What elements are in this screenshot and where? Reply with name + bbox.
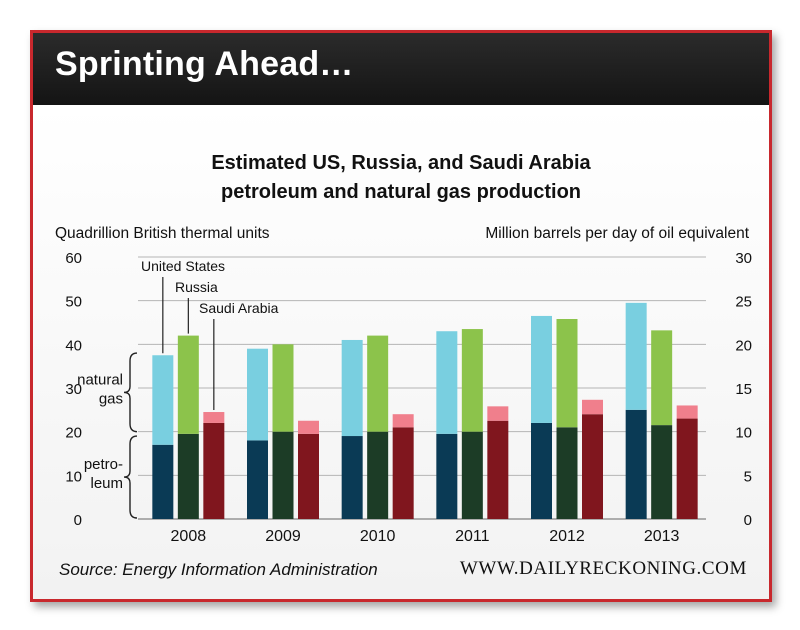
petroleum-annotation: leum	[90, 475, 123, 492]
left-tick-label: 30	[65, 381, 82, 398]
petroleum-bar	[625, 409, 647, 519]
petroleum-bar	[367, 431, 389, 519]
natural-gas-bar	[676, 405, 698, 419]
natural-gas-bar	[436, 331, 458, 434]
right-tick-label: 30	[735, 250, 752, 267]
x-tick-label: 2011	[455, 528, 490, 545]
production-chart: Estimated US, Russia, and Saudi Arabia pe…	[55, 152, 752, 545]
natural-gas-bar	[582, 399, 603, 415]
petroleum-bar	[531, 422, 552, 519]
chart-title-line: Estimated US, Russia, and Saudi Arabia	[211, 152, 591, 174]
natural-gas-annotation: gas	[99, 390, 123, 407]
left-tick-label: 40	[65, 337, 82, 354]
petroleum-bar	[487, 420, 509, 519]
left-tick-label: 50	[65, 294, 82, 311]
natural-gas-bar	[556, 319, 578, 428]
petroleum-bar	[272, 431, 294, 519]
left-axis-label: Quadrillion British thermal units	[55, 225, 270, 242]
x-tick-label: 2013	[644, 528, 680, 545]
petroleum-brace	[123, 435, 138, 519]
x-tick-label: 2012	[549, 528, 585, 545]
petroleum-bar	[177, 433, 199, 519]
natural-gas-bar	[247, 348, 268, 441]
chart-title-line: petroleum and natural gas production	[221, 181, 581, 203]
right-tick-label: 0	[744, 512, 752, 529]
banner-title: Sprinting Ahead…	[55, 45, 354, 83]
chart-area: Estimated US, Russia, and Saudi Arabia pe…	[33, 105, 769, 599]
petroleum-bar	[247, 440, 268, 519]
right-tick-label: 20	[735, 337, 752, 354]
petroleum-bar	[392, 427, 414, 519]
source-note: Source: Energy Information Administratio…	[59, 560, 378, 579]
left-tick-label: 0	[74, 512, 82, 529]
petroleum-bar	[203, 422, 225, 519]
natural-gas-bar	[531, 315, 552, 423]
petroleum-bar	[461, 431, 483, 519]
natural-gas-bar	[152, 355, 174, 445]
natural-gas-annotation: natural	[77, 371, 123, 388]
petroleum-bar	[651, 425, 673, 519]
series-label: Russia	[175, 279, 218, 295]
petroleum-bar	[298, 433, 319, 519]
natural-gas-bar	[651, 330, 673, 426]
series-label: United States	[141, 258, 225, 274]
natural-gas-bar	[272, 344, 294, 432]
natural-gas-bar	[461, 329, 483, 432]
left-tick-label: 20	[65, 425, 82, 442]
petroleum-bar	[556, 427, 578, 519]
natural-gas-bar	[392, 414, 414, 428]
series-label: Saudi Arabia	[199, 300, 279, 316]
natural-gas-brace	[123, 352, 138, 433]
natural-gas-bar	[203, 412, 225, 423]
right-tick-label: 25	[735, 294, 752, 311]
right-tick-label: 15	[735, 381, 752, 398]
website-credit: WWW.DAILYRECKONING.COM	[459, 558, 747, 579]
x-tick-label: 2010	[360, 528, 396, 545]
left-tick-label: 10	[65, 468, 82, 485]
natural-gas-bar	[298, 420, 319, 434]
banner: Sprinting Ahead…	[33, 33, 769, 105]
left-tick-label: 60	[65, 250, 82, 267]
natural-gas-bar	[341, 339, 363, 437]
natural-gas-bar	[487, 406, 509, 421]
petroleum-bar	[152, 444, 174, 519]
petroleum-bar	[341, 436, 363, 519]
right-tick-label: 10	[735, 425, 752, 442]
x-tick-label: 2009	[265, 528, 301, 545]
petroleum-bar	[582, 414, 603, 519]
right-axis-label: Million barrels per day of oil equivalen…	[485, 225, 749, 242]
natural-gas-bar	[367, 335, 389, 432]
natural-gas-bar	[177, 335, 199, 434]
chart-frame: Sprinting Ahead… Estimated US, Russia, a…	[30, 30, 772, 602]
x-tick-label: 2008	[171, 528, 207, 545]
natural-gas-bar	[625, 302, 647, 410]
right-tick-label: 5	[744, 468, 752, 485]
petroleum-bar	[436, 433, 458, 519]
petroleum-annotation: petro-	[84, 456, 123, 473]
petroleum-bar	[676, 418, 698, 519]
